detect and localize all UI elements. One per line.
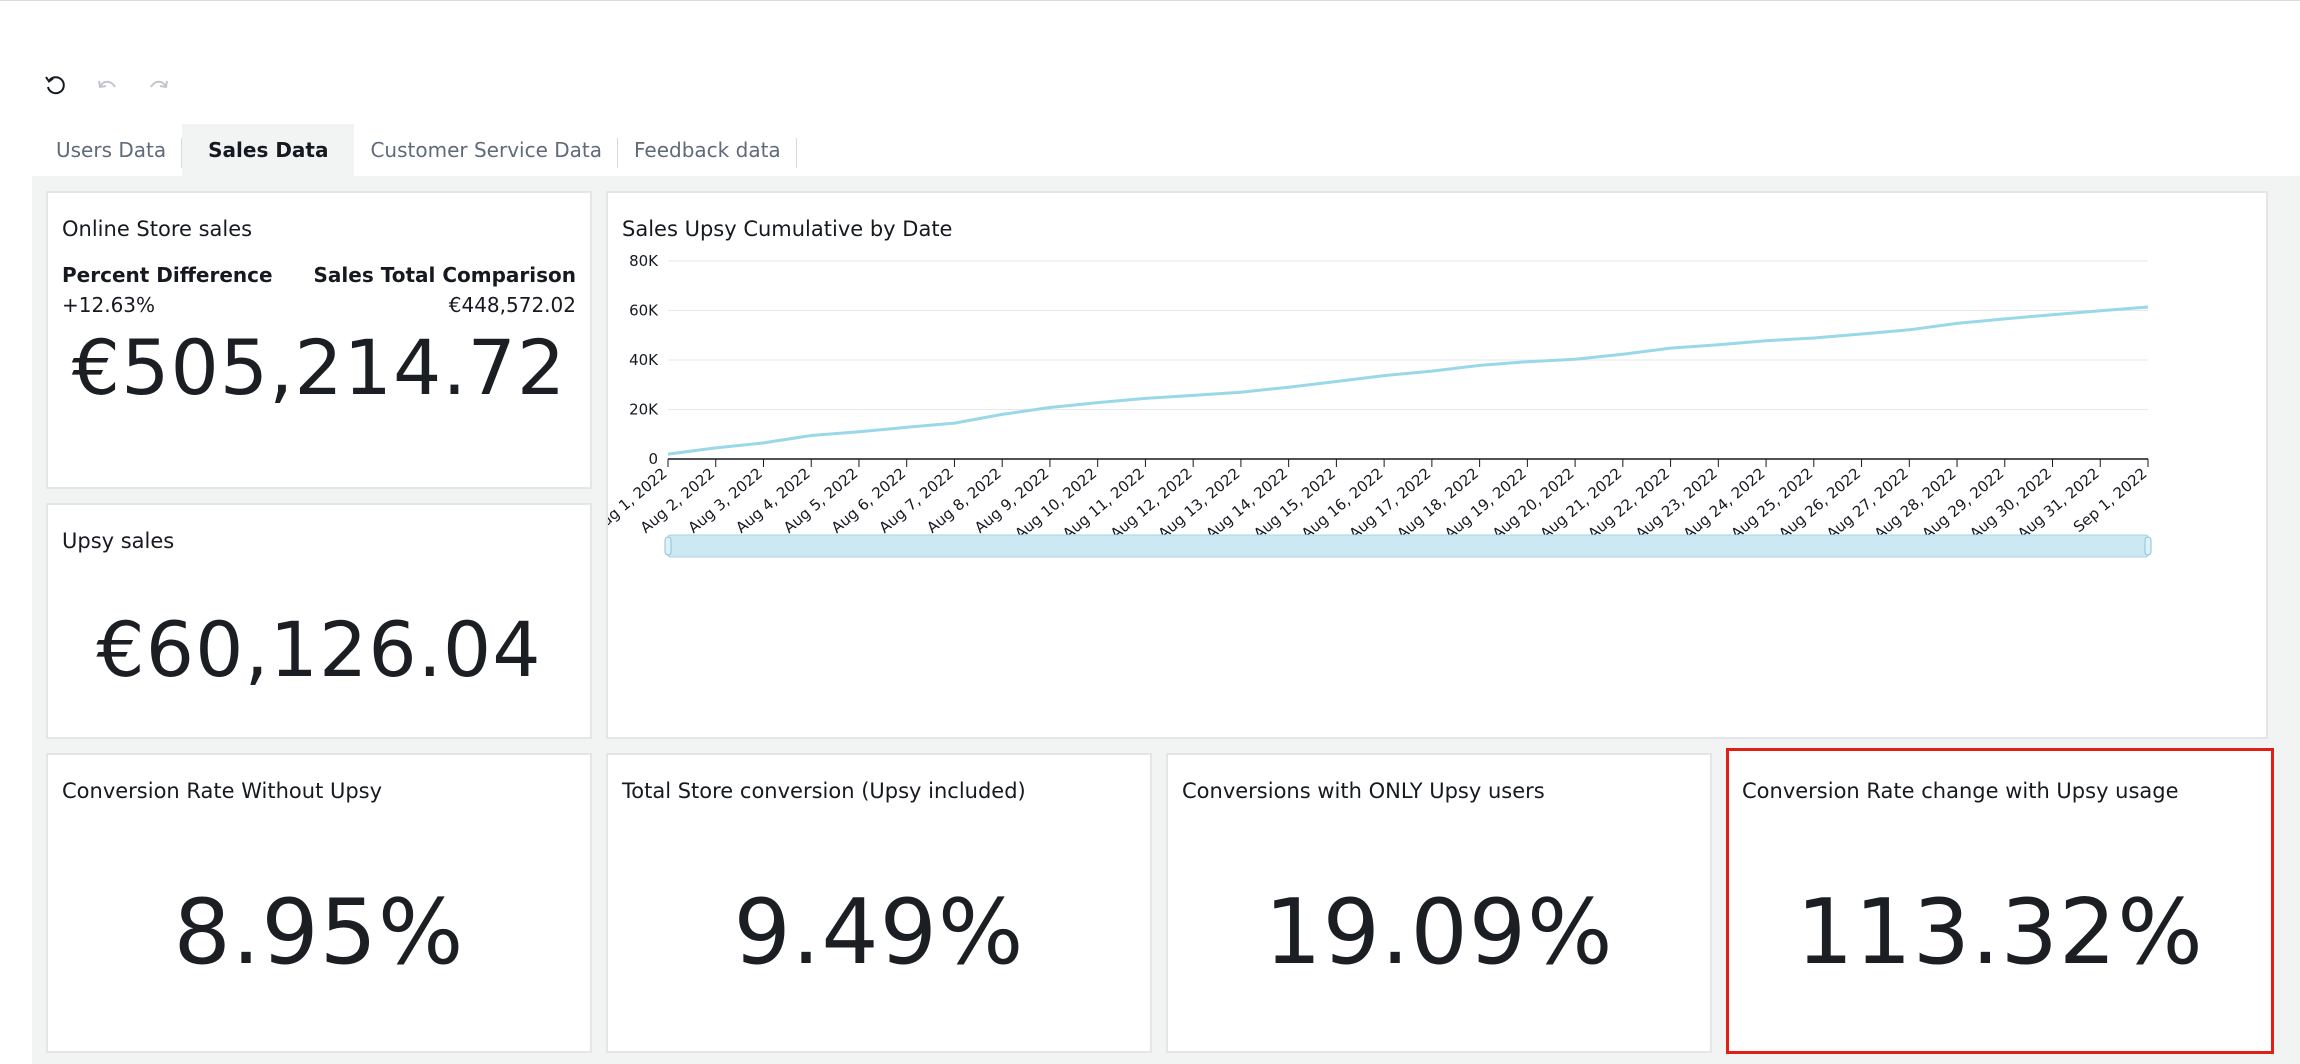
data-point [1096, 401, 1099, 404]
kpi-title: Total Store conversion (Upsy included) [622, 779, 1026, 803]
x-tick-label: Aug 21, 2022 [1537, 464, 1626, 543]
data-point [1860, 333, 1863, 336]
x-tick-label: Aug 30, 2022 [1966, 464, 2055, 543]
data-point [1048, 406, 1051, 409]
x-tick-label: Aug 12, 2022 [1107, 464, 1196, 543]
data-point [2147, 306, 2150, 309]
data-point [857, 430, 860, 433]
y-tick-label: 40K [629, 351, 659, 369]
kpi-value: 9.49% [733, 880, 1025, 985]
data-point [1430, 370, 1433, 373]
upsy-sales-title: Upsy sales [62, 529, 175, 553]
x-tick-label: Aug 18, 2022 [1393, 464, 1482, 543]
x-tick-label: Aug 24, 2022 [1680, 464, 1769, 543]
tab-sales-data[interactable]: Sales Data [182, 124, 355, 176]
y-tick-label: 20K [629, 401, 659, 419]
x-tick-label: Aug 27, 2022 [1823, 464, 1912, 543]
kpi-card-conversion-rate-change[interactable]: Conversion Rate change with Upsy usage 1… [1726, 748, 2274, 1054]
scrollbar-handle-left[interactable] [664, 536, 672, 556]
kpi-title: Conversions with ONLY Upsy users [1182, 779, 1545, 803]
sheet-tabs: Users Data Sales Data Customer Service D… [40, 124, 797, 176]
x-tick-label: Aug 23, 2022 [1632, 464, 1721, 543]
data-point [1144, 397, 1147, 400]
upsy-sales-card[interactable]: Upsy sales €60,126.04 [46, 503, 592, 739]
kpi-card-total-store-conversion[interactable]: Total Store conversion (Upsy included) 9… [606, 753, 1152, 1053]
series-line [667, 305, 2149, 456]
redo-icon[interactable] [144, 70, 174, 100]
data-point [1621, 353, 1624, 356]
x-tick-label: Aug 13, 2022 [1155, 464, 1244, 543]
x-tick-label: Aug 22, 2022 [1584, 464, 1673, 543]
sales-total-comparison-label: Sales Total Comparison [313, 263, 576, 287]
x-tick-label: Aug 10, 2022 [1011, 464, 1100, 543]
x-tick-label: Aug 20, 2022 [1489, 464, 1578, 543]
kpi-title: Conversion Rate change with Upsy usage [1742, 779, 2179, 803]
data-point [1192, 394, 1195, 397]
y-tick-label: 80K [629, 252, 659, 270]
data-point [1239, 391, 1242, 394]
data-point [762, 441, 765, 444]
x-tick-label: Aug 14, 2022 [1202, 464, 1291, 543]
sales-total-comparison-value: €448,572.02 [448, 293, 576, 317]
x-tick-label: Aug 25, 2022 [1728, 464, 1817, 543]
tab-users-data[interactable]: Users Data [40, 124, 183, 176]
data-point [810, 434, 813, 437]
data-point [1908, 328, 1911, 331]
undo-icon[interactable] [92, 70, 122, 100]
kpi-value: 113.32% [1796, 880, 2204, 985]
data-point [1717, 343, 1720, 346]
x-tick-label: Aug 28, 2022 [1871, 464, 1960, 543]
y-tick-label: 60K [629, 302, 659, 320]
x-tick-label: Aug 26, 2022 [1775, 464, 1864, 543]
x-tick-label: Aug 16, 2022 [1298, 464, 1387, 543]
x-tick-label: Aug 15, 2022 [1250, 464, 1339, 543]
percent-difference-label: Percent Difference [62, 263, 273, 287]
data-point [1335, 380, 1338, 383]
toolbar [40, 70, 174, 100]
kpi-card-conversion-without-upsy[interactable]: Conversion Rate Without Upsy 8.95% [46, 753, 592, 1053]
online-store-sales-title: Online Store sales [62, 217, 253, 241]
data-point [2099, 309, 2102, 312]
data-point [714, 446, 717, 449]
x-tick-label: Aug 31, 2022 [2014, 464, 2103, 543]
data-point [2003, 317, 2006, 320]
percent-difference-value: +12.63% [62, 293, 156, 317]
upsy-sales-value: €60,126.04 [96, 605, 542, 694]
online-store-sales-card[interactable]: Online Store sales Percent Difference +1… [46, 191, 592, 489]
y-tick-label: 0 [648, 450, 658, 468]
data-point [1287, 386, 1290, 389]
sales-upsy-cumulative-chart-card[interactable]: Sales Upsy Cumulative by Date 0 20K 40K 60K… [606, 191, 2268, 739]
online-store-sales-value: €505,214.72 [71, 323, 567, 412]
tab-feedback-data[interactable]: Feedback data [618, 124, 797, 176]
data-point [667, 453, 670, 456]
kpi-card-only-upsy-users[interactable]: Conversions with ONLY Upsy users 19.09% [1166, 753, 1712, 1053]
kpi-value: 8.95% [173, 880, 465, 985]
data-point [1765, 339, 1768, 342]
top-divider [0, 0, 2300, 1]
data-point [1383, 374, 1386, 377]
data-point [1526, 360, 1529, 363]
data-point [1812, 336, 1815, 339]
x-tick-label: Aug 29, 2022 [1919, 464, 2008, 543]
reset-icon[interactable] [40, 70, 70, 100]
data-point [1956, 322, 1959, 325]
data-point [1669, 347, 1672, 350]
data-point [905, 426, 908, 429]
dashboard-sheet: Online Store sales Percent Difference +1… [32, 176, 2300, 1064]
chart-range-scrollbar[interactable] [667, 534, 2149, 558]
x-tick-label: Aug 11, 2022 [1059, 464, 1148, 543]
chart-title: Sales Upsy Cumulative by Date [622, 217, 953, 241]
kpi-value: 19.09% [1264, 880, 1614, 985]
kpi-title: Conversion Rate Without Upsy [62, 779, 383, 803]
data-point [1574, 358, 1577, 361]
scrollbar-handle-right[interactable] [2144, 536, 2152, 556]
data-point [2051, 313, 2054, 316]
tab-customer-service-data[interactable]: Customer Service Data [354, 124, 619, 176]
data-point [953, 422, 956, 425]
data-point [1478, 364, 1481, 367]
x-tick-label: Aug 19, 2022 [1441, 464, 1530, 543]
data-point [1001, 413, 1004, 416]
x-tick-label: Aug 17, 2022 [1346, 464, 1435, 543]
